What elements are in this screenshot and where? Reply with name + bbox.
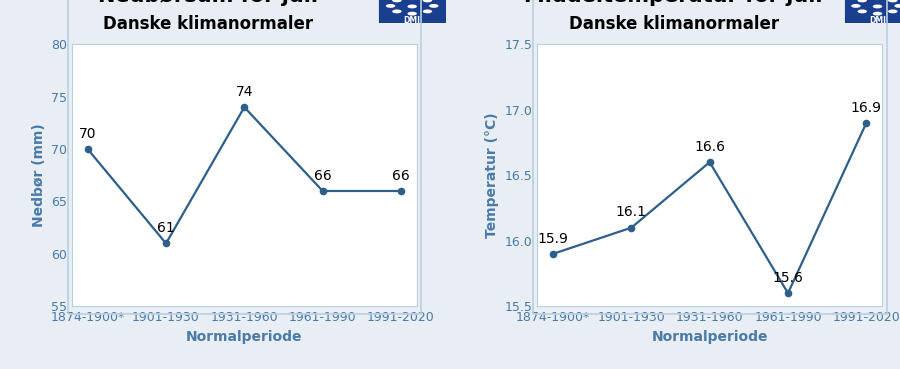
Text: DMI: DMI	[869, 16, 886, 25]
X-axis label: Normalperiode: Normalperiode	[652, 330, 768, 344]
Text: 15.6: 15.6	[772, 271, 804, 285]
X-axis label: Normalperiode: Normalperiode	[186, 330, 302, 344]
Y-axis label: Nedbør (mm): Nedbør (mm)	[32, 123, 46, 227]
Text: 15.9: 15.9	[537, 231, 569, 245]
Circle shape	[873, 4, 882, 8]
Y-axis label: Temperatur (°C): Temperatur (°C)	[485, 113, 499, 238]
Text: 16.6: 16.6	[694, 140, 725, 154]
FancyBboxPatch shape	[844, 0, 900, 23]
Text: 16.9: 16.9	[850, 100, 882, 114]
Circle shape	[895, 4, 900, 8]
Circle shape	[888, 0, 897, 2]
Circle shape	[423, 10, 432, 13]
Text: 66: 66	[314, 169, 331, 183]
Text: DMI: DMI	[404, 16, 420, 25]
Circle shape	[429, 4, 438, 8]
Circle shape	[423, 0, 432, 2]
Text: 66: 66	[392, 169, 410, 183]
Circle shape	[888, 10, 897, 13]
Text: Danske klimanormaler: Danske klimanormaler	[104, 15, 313, 33]
Text: 16.1: 16.1	[616, 205, 647, 219]
Text: Nedbørsum for juli: Nedbørsum for juli	[98, 0, 319, 6]
Circle shape	[858, 0, 867, 2]
Text: Middeltemperatur for juli: Middeltemperatur for juli	[525, 0, 823, 6]
FancyBboxPatch shape	[378, 0, 446, 23]
Text: 70: 70	[79, 127, 96, 141]
Text: 74: 74	[236, 85, 253, 99]
Circle shape	[408, 12, 417, 15]
Text: Danske klimanormaler: Danske klimanormaler	[569, 15, 778, 33]
Circle shape	[408, 4, 417, 8]
Text: 61: 61	[158, 221, 175, 235]
Circle shape	[873, 12, 882, 15]
Circle shape	[392, 0, 401, 2]
Circle shape	[858, 10, 867, 13]
Circle shape	[392, 10, 401, 13]
Circle shape	[386, 4, 395, 8]
Circle shape	[851, 4, 860, 8]
